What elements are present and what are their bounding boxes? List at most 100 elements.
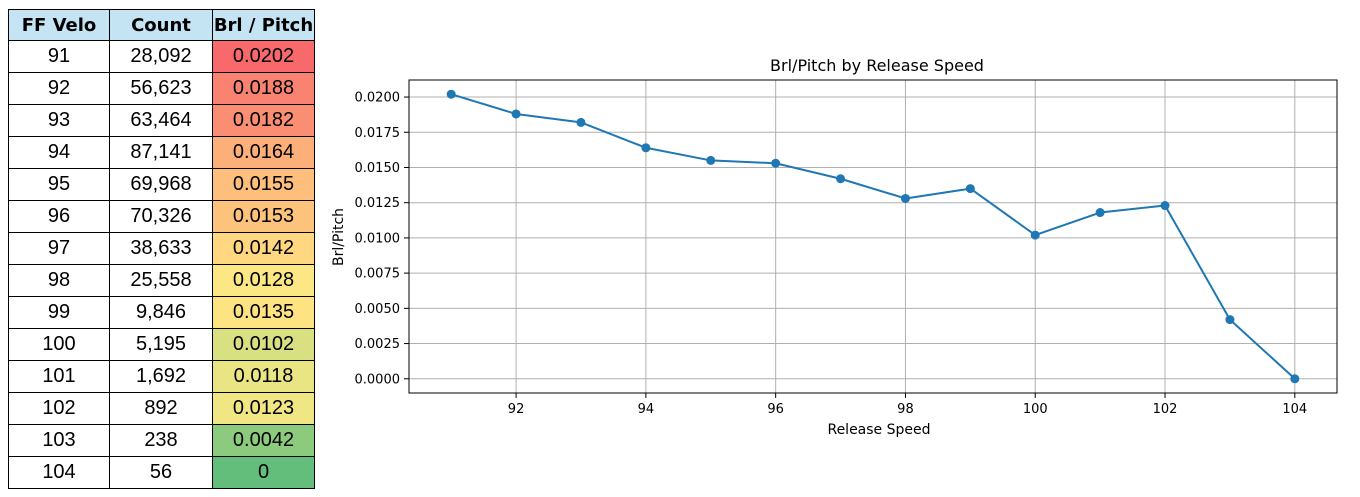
table-body: 91 28,092 0.0202 92 56,623 0.0188 93 63,464 0.01…	[8, 40, 315, 489]
cell-count: 5,195	[109, 328, 213, 361]
y-tick-label: 0.0100	[355, 231, 401, 246]
cell-count: 56,623	[109, 72, 213, 105]
cell-count: 25,558	[109, 264, 213, 297]
cell-count: 28,092	[109, 40, 213, 73]
chart-title: Brl/Pitch by Release Speed	[770, 56, 984, 75]
data-table: FF Velo Count Brl / Pitch 91 28,092 0.0202…	[8, 9, 315, 489]
cell-count: 70,326	[109, 200, 213, 233]
header-count: Count	[109, 9, 213, 41]
cell-brl-pitch: 0.0123	[212, 392, 315, 425]
table-row: 95 69,968 0.0155	[8, 168, 315, 201]
cell-brl-pitch: 0.0128	[212, 264, 315, 297]
x-tick-label: 94	[638, 402, 655, 417]
cell-ff-velo: 100	[8, 328, 110, 361]
data-point	[771, 158, 781, 168]
table-row: 92 56,623 0.0188	[8, 72, 315, 105]
cell-ff-velo: 94	[8, 136, 110, 169]
cell-ff-velo: 95	[8, 168, 110, 201]
y-tick-label: 0.0150	[355, 161, 401, 176]
table-row: 100 5,195 0.0102	[8, 328, 315, 361]
data-points	[446, 89, 1300, 384]
y-tick-label: 0.0000	[355, 372, 401, 387]
grid-lines	[409, 80, 1337, 393]
y-axis-label: Brl/Pitch	[331, 208, 347, 266]
data-point	[706, 155, 716, 165]
header-ff-velo: FF Velo	[8, 9, 110, 41]
cell-ff-velo: 92	[8, 72, 110, 105]
cell-brl-pitch: 0.0164	[212, 136, 315, 169]
cell-count: 1,692	[109, 360, 213, 393]
table-row: 94 87,141 0.0164	[8, 136, 315, 169]
cell-count: 56	[109, 456, 213, 489]
data-point	[1095, 208, 1105, 218]
table-row: 101 1,692 0.0118	[8, 360, 315, 393]
data-point	[836, 174, 846, 184]
cell-count: 69,968	[109, 168, 213, 201]
y-tick-label: 0.0075	[355, 267, 401, 282]
cell-count: 9,846	[109, 296, 213, 329]
data-point	[446, 89, 456, 99]
y-tick-label: 0.0025	[355, 337, 401, 352]
data-point	[641, 143, 651, 153]
x-tick-label: 96	[767, 402, 784, 417]
x-tick-label: 100	[1023, 402, 1048, 417]
header-brl-pitch: Brl / Pitch	[212, 9, 315, 41]
cell-count: 63,464	[109, 104, 213, 137]
data-point	[900, 193, 910, 203]
table-row: 103 238 0.0042	[8, 424, 315, 457]
cell-ff-velo: 97	[8, 232, 110, 265]
cell-brl-pitch: 0.0202	[212, 40, 315, 73]
x-axis-label: Release Speed	[827, 422, 930, 438]
data-point	[965, 184, 975, 194]
cell-brl-pitch: 0.0155	[212, 168, 315, 201]
y-tick-label: 0.0050	[355, 302, 401, 317]
cell-brl-pitch: 0.0142	[212, 232, 315, 265]
x-tick-label: 98	[897, 402, 914, 417]
x-tick-label: 92	[508, 402, 525, 417]
table-row: 97 38,633 0.0142	[8, 232, 315, 265]
x-tick-label: 104	[1282, 402, 1307, 417]
cell-ff-velo: 91	[8, 40, 110, 73]
cell-brl-pitch: 0.0182	[212, 104, 315, 137]
cell-ff-velo: 102	[8, 392, 110, 425]
cell-ff-velo: 96	[8, 200, 110, 233]
cell-count: 87,141	[109, 136, 213, 169]
cell-ff-velo: 103	[8, 424, 110, 457]
table-row: 91 28,092 0.0202	[8, 40, 315, 73]
data-point	[1290, 374, 1300, 384]
series-line	[450, 93, 1296, 380]
x-tick-label: 102	[1153, 402, 1178, 417]
cell-brl-pitch: 0.0042	[212, 424, 315, 457]
cell-brl-pitch: 0	[212, 456, 315, 489]
plot-frame	[408, 79, 1338, 394]
table-header-row: FF Velo Count Brl / Pitch	[8, 9, 315, 41]
line-chart: Brl/Pitch by Release Speed 92 94 96 98 100 10…	[331, 56, 1338, 438]
table-row: 98 25,558 0.0128	[8, 264, 315, 297]
cell-ff-velo: 93	[8, 104, 110, 137]
cell-ff-velo: 104	[8, 456, 110, 489]
cell-ff-velo: 99	[8, 296, 110, 329]
cell-brl-pitch: 0.0102	[212, 328, 315, 361]
y-axis-ticks: 0.0000 0.0025 0.0050 0.0075 0.0100 0.0125 0.01…	[355, 91, 409, 387]
y-tick-label: 0.0125	[355, 196, 401, 211]
cell-brl-pitch: 0.0135	[212, 296, 315, 329]
cell-count: 238	[109, 424, 213, 457]
cell-count: 38,633	[109, 232, 213, 265]
cell-count: 892	[109, 392, 213, 425]
data-point	[511, 109, 521, 119]
cell-brl-pitch: 0.0118	[212, 360, 315, 393]
data-point	[576, 117, 586, 127]
table-row: 93 63,464 0.0182	[8, 104, 315, 137]
data-point	[1160, 201, 1170, 211]
y-tick-label: 0.0175	[355, 126, 401, 141]
x-axis-ticks: 92 94 96 98 100 102 104	[508, 393, 1307, 417]
cell-ff-velo: 101	[8, 360, 110, 393]
cell-brl-pitch: 0.0188	[212, 72, 315, 105]
cell-ff-velo: 98	[8, 264, 110, 297]
table-row: 96 70,326 0.0153	[8, 200, 315, 233]
table-row: 99 9,846 0.0135	[8, 296, 315, 329]
data-point	[1225, 315, 1235, 325]
y-tick-label: 0.0200	[355, 91, 401, 106]
cell-brl-pitch: 0.0153	[212, 200, 315, 233]
data-point	[1030, 230, 1040, 240]
